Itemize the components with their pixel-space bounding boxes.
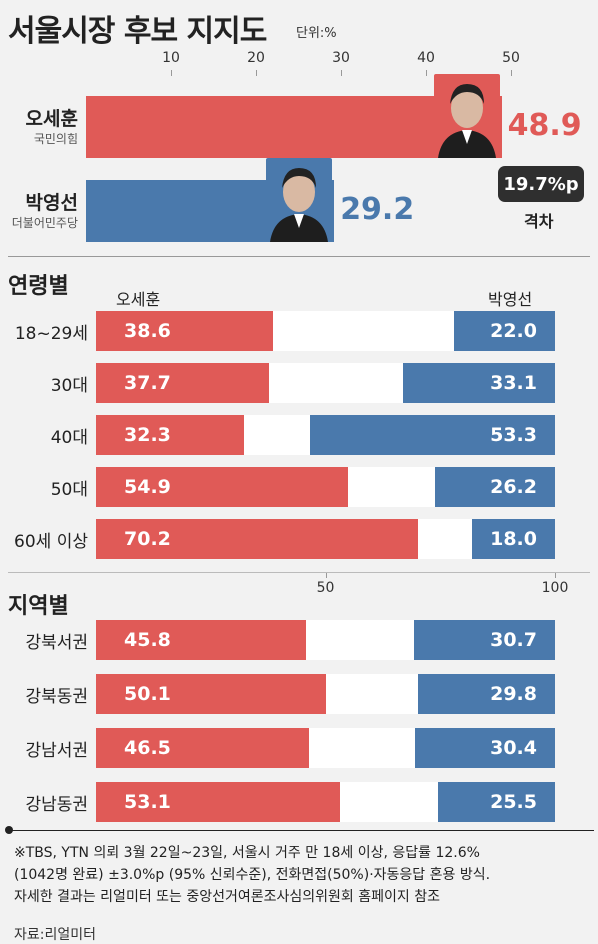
source: 자료:리얼미터 bbox=[14, 927, 96, 943]
stacked-row: 46.5 30.4 bbox=[96, 728, 555, 768]
candidate-photo bbox=[433, 74, 500, 158]
data-label-oh: 50.1 bbox=[124, 683, 171, 705]
axis-tick-label: 30 bbox=[332, 50, 350, 66]
data-label-park: 30.4 bbox=[490, 737, 537, 759]
bar-segment-oh bbox=[96, 782, 340, 822]
data-label-park: 18.0 bbox=[490, 528, 537, 550]
data-label-park: 22.0 bbox=[490, 320, 537, 342]
notes: ※TBS, YTN 의뢰 3월 22일~23일, 서울시 거주 만 18세 이상… bbox=[14, 842, 490, 908]
region-section-title: 지역별 bbox=[8, 594, 69, 619]
axis-tick-label: 100 bbox=[541, 580, 569, 596]
axis-tick bbox=[341, 70, 342, 76]
bar-segment-park bbox=[437, 782, 555, 822]
data-label-park: 26.2 bbox=[490, 476, 537, 498]
axis-tick bbox=[256, 70, 257, 76]
candidate-party: 국민의힘 bbox=[33, 132, 78, 146]
bar-segment-park bbox=[310, 415, 555, 455]
stacked-row: 50.1 29.8 bbox=[96, 674, 555, 714]
note-line: (1042명 완료) ±3.0%p (95% 신뢰수준), 전화면접(50%)·… bbox=[14, 867, 491, 883]
bar-segment-park bbox=[472, 519, 555, 559]
axis-tick-label: 10 bbox=[162, 50, 180, 66]
axis-tick-label: 50 bbox=[316, 580, 335, 596]
candidate-party: 더불어민주당 bbox=[11, 216, 78, 230]
bar-segment-park bbox=[403, 363, 555, 403]
gap-caption: 격차 bbox=[524, 212, 554, 231]
row-label: 40대 bbox=[50, 428, 88, 448]
candidate-photo bbox=[266, 158, 333, 242]
data-label-oh: 32.3 bbox=[124, 424, 171, 446]
data-label-park: 29.8 bbox=[490, 683, 537, 705]
candidate-value: 48.9 bbox=[507, 108, 582, 143]
bar-segment-oh bbox=[96, 674, 326, 714]
note-line: ※TBS, YTN 의뢰 3월 22일~23일, 서울시 거주 만 18세 이상… bbox=[14, 845, 480, 861]
candidate-bar bbox=[86, 96, 502, 158]
bar-segment-oh bbox=[96, 728, 310, 768]
unit-label: 단위:% bbox=[296, 26, 337, 41]
data-label-oh: 37.7 bbox=[124, 372, 171, 394]
legend-park: 박영선 bbox=[488, 290, 533, 309]
age-section-title: 연령별 bbox=[8, 274, 69, 299]
axis-tick-label: 20 bbox=[247, 50, 265, 66]
stacked-row: 37.7 33.1 bbox=[96, 363, 555, 403]
bar-segment-park bbox=[415, 728, 555, 768]
axis-tick bbox=[426, 70, 427, 76]
data-label-park: 30.7 bbox=[490, 629, 537, 651]
candidate-value: 29.2 bbox=[340, 192, 415, 227]
data-label-oh: 70.2 bbox=[124, 528, 171, 550]
axis-tick bbox=[555, 572, 556, 578]
data-label-park: 53.3 bbox=[490, 424, 537, 446]
divider-dot bbox=[5, 826, 13, 834]
candidate-name: 박영선 bbox=[25, 192, 78, 214]
divider bbox=[8, 830, 594, 831]
stacked-row: 54.9 26.2 bbox=[96, 467, 555, 507]
axis-tick-label: 50 bbox=[502, 50, 520, 66]
stacked-row: 53.1 25.5 bbox=[96, 782, 555, 822]
row-label: 강북동권 bbox=[25, 687, 88, 707]
data-label-oh: 53.1 bbox=[124, 791, 171, 813]
divider bbox=[8, 256, 590, 257]
row-label: 30대 bbox=[50, 376, 88, 396]
stacked-row: 45.8 30.7 bbox=[96, 620, 555, 660]
bar-segment-oh bbox=[96, 519, 419, 559]
chart-title: 서울시장 후보 지지도 bbox=[8, 14, 267, 49]
bar-segment-park bbox=[414, 620, 555, 660]
bar-segment-oh bbox=[96, 363, 270, 403]
legend-oh: 오세훈 bbox=[116, 290, 161, 309]
bar-segment-park bbox=[454, 311, 555, 351]
gap-badge: 19.7%p bbox=[498, 166, 584, 202]
stacked-row: 70.2 18.0 bbox=[96, 519, 555, 559]
stacked-row: 32.3 53.3 bbox=[96, 415, 555, 455]
bar-segment-park bbox=[434, 467, 555, 507]
row-label: 강북서권 bbox=[25, 633, 88, 653]
data-label-oh: 54.9 bbox=[124, 476, 171, 498]
row-label: 강남동권 bbox=[25, 795, 88, 815]
bar-segment-oh bbox=[96, 311, 274, 351]
data-label-park: 33.1 bbox=[490, 372, 537, 394]
axis-tick bbox=[171, 70, 172, 76]
axis-tick-label: 40 bbox=[417, 50, 435, 66]
stacked-row: 38.6 22.0 bbox=[96, 311, 555, 351]
note-line: 자세한 결과는 리얼미터 또는 중앙선거여론조사심의위원회 홈페이지 참조 bbox=[14, 889, 440, 905]
row-label: 50대 bbox=[50, 480, 88, 500]
divider bbox=[8, 572, 590, 573]
bar-segment-oh bbox=[96, 620, 307, 660]
bar-segment-park bbox=[418, 674, 555, 714]
candidate-name: 오세훈 bbox=[25, 108, 78, 130]
axis-tick bbox=[511, 70, 512, 76]
axis-tick bbox=[325, 572, 327, 578]
bar-segment-oh bbox=[96, 467, 348, 507]
row-label: 60세 이상 bbox=[14, 532, 88, 552]
data-label-oh: 45.8 bbox=[124, 629, 171, 651]
data-label-oh: 38.6 bbox=[124, 320, 171, 342]
bar-segment-oh bbox=[96, 415, 245, 455]
data-label-oh: 46.5 bbox=[124, 737, 171, 759]
row-label: 강남서권 bbox=[25, 741, 88, 761]
data-label-park: 25.5 bbox=[490, 791, 537, 813]
row-label: 18~29세 bbox=[14, 324, 88, 344]
